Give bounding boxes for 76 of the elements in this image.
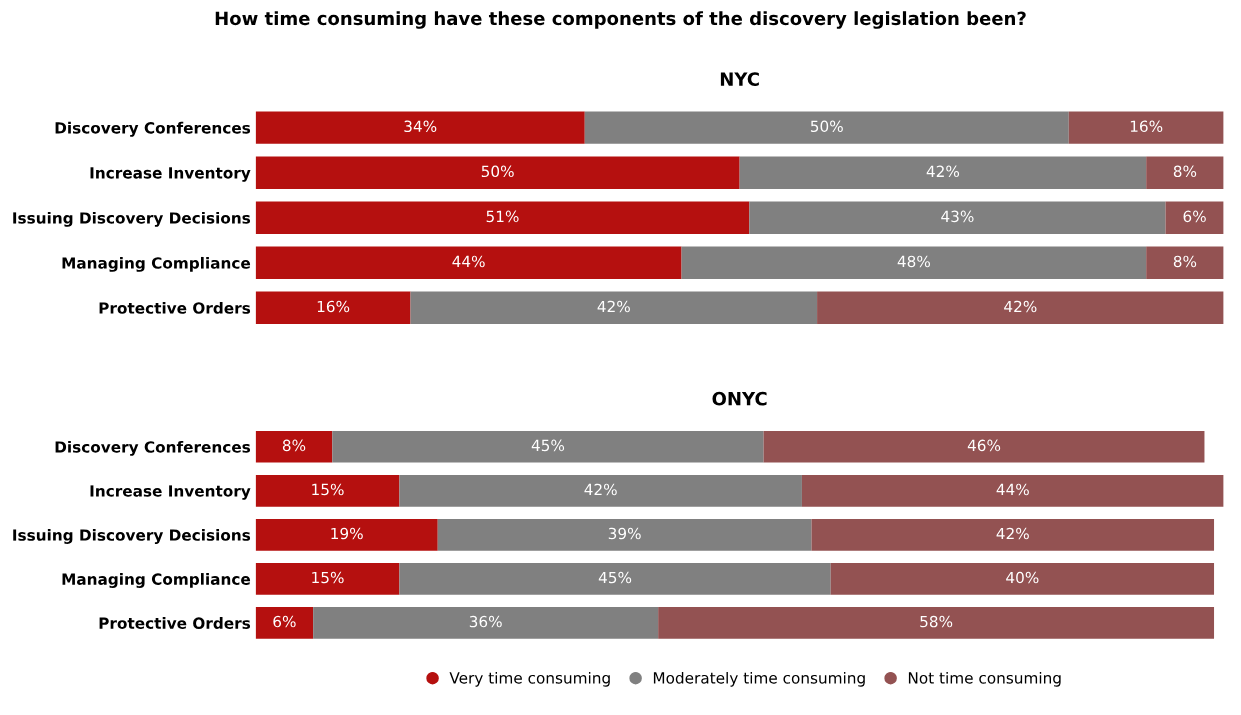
data-label: 58% <box>920 615 953 628</box>
bar <box>584 111 1069 144</box>
data-label: 39% <box>608 527 641 540</box>
y-tick-label: Discovery Conferences <box>55 440 251 456</box>
chart-title: ONYC <box>712 391 767 406</box>
bar <box>1165 201 1224 234</box>
bar <box>255 156 740 189</box>
data-label: 42% <box>926 165 960 178</box>
bar <box>255 607 314 639</box>
y-tick-label: Protective Orders <box>99 617 251 629</box>
data-label: 46% <box>967 439 1001 452</box>
bar <box>763 430 1205 463</box>
bar <box>255 430 333 463</box>
bar <box>399 563 831 595</box>
legend-label: Very time consuming <box>449 671 610 687</box>
data-label: 42% <box>1004 300 1037 313</box>
chart-subtitle: NYC <box>720 72 759 86</box>
bar <box>811 518 1215 551</box>
bar <box>313 607 659 639</box>
bar <box>437 518 812 551</box>
data-label: 51% <box>486 210 519 223</box>
bar <box>681 246 1147 279</box>
bar <box>255 111 585 144</box>
chart-title: How time consuming have these components of the discovery legislation been? <box>215 11 1026 29</box>
data-label: 36% <box>469 615 502 628</box>
data-label: 44% <box>996 483 1029 496</box>
bar <box>1146 246 1224 279</box>
y-tick-label: Protective Orders <box>99 302 251 314</box>
data-label: 34% <box>404 120 437 133</box>
y-tick-label: Increase Inventory <box>90 167 251 182</box>
data-label: 50% <box>810 120 843 133</box>
data-label: 8% <box>1173 165 1197 178</box>
bar <box>749 201 1166 234</box>
data-label: 16% <box>1130 120 1163 133</box>
data-label: 42% <box>584 483 617 496</box>
bar <box>255 474 400 507</box>
data-label: 42% <box>597 300 630 313</box>
legend-label: Moderately time consuming <box>653 671 865 687</box>
data-label: 50% <box>481 165 514 178</box>
bar <box>817 291 1224 325</box>
bar <box>255 518 438 551</box>
y-tick-label: Managing Compliance <box>62 256 251 272</box>
data-label: 8% <box>1173 255 1197 268</box>
data-label: 40% <box>1006 571 1039 584</box>
bar <box>255 291 411 325</box>
bar <box>255 563 400 595</box>
bar <box>255 201 750 234</box>
y-tick-label: Issuing Discovery Decisions <box>13 529 251 544</box>
data-label: 44% <box>452 255 485 268</box>
data-label: 6% <box>1183 210 1206 223</box>
data-label: 16% <box>317 300 350 313</box>
bar <box>1146 156 1224 189</box>
data-label: 45% <box>598 571 632 584</box>
data-label: 15% <box>312 571 344 584</box>
bar <box>1068 111 1224 144</box>
y-tick-label: Managing Compliance <box>62 573 251 588</box>
y-tick-label: Discovery Conferences <box>55 121 251 137</box>
data-label: 45% <box>531 439 565 452</box>
bar <box>399 474 802 507</box>
bar <box>332 430 764 463</box>
bar <box>801 474 1224 507</box>
data-label: 43% <box>941 210 974 223</box>
data-label: 48% <box>897 255 931 268</box>
legend-label: Not time consuming <box>908 671 1061 687</box>
data-label: 42% <box>996 527 1029 540</box>
bar <box>410 291 818 325</box>
bar <box>830 563 1215 595</box>
y-tick-label: Issuing Discovery Decisions <box>13 211 251 227</box>
bar <box>739 156 1147 189</box>
bar <box>658 607 1215 639</box>
data-label: 8% <box>282 439 306 452</box>
y-tick-label: Increase Inventory <box>90 485 251 500</box>
data-label: 19% <box>331 527 363 540</box>
bar <box>255 246 682 279</box>
data-label: 15% <box>312 483 344 496</box>
data-label: 6% <box>273 615 296 628</box>
